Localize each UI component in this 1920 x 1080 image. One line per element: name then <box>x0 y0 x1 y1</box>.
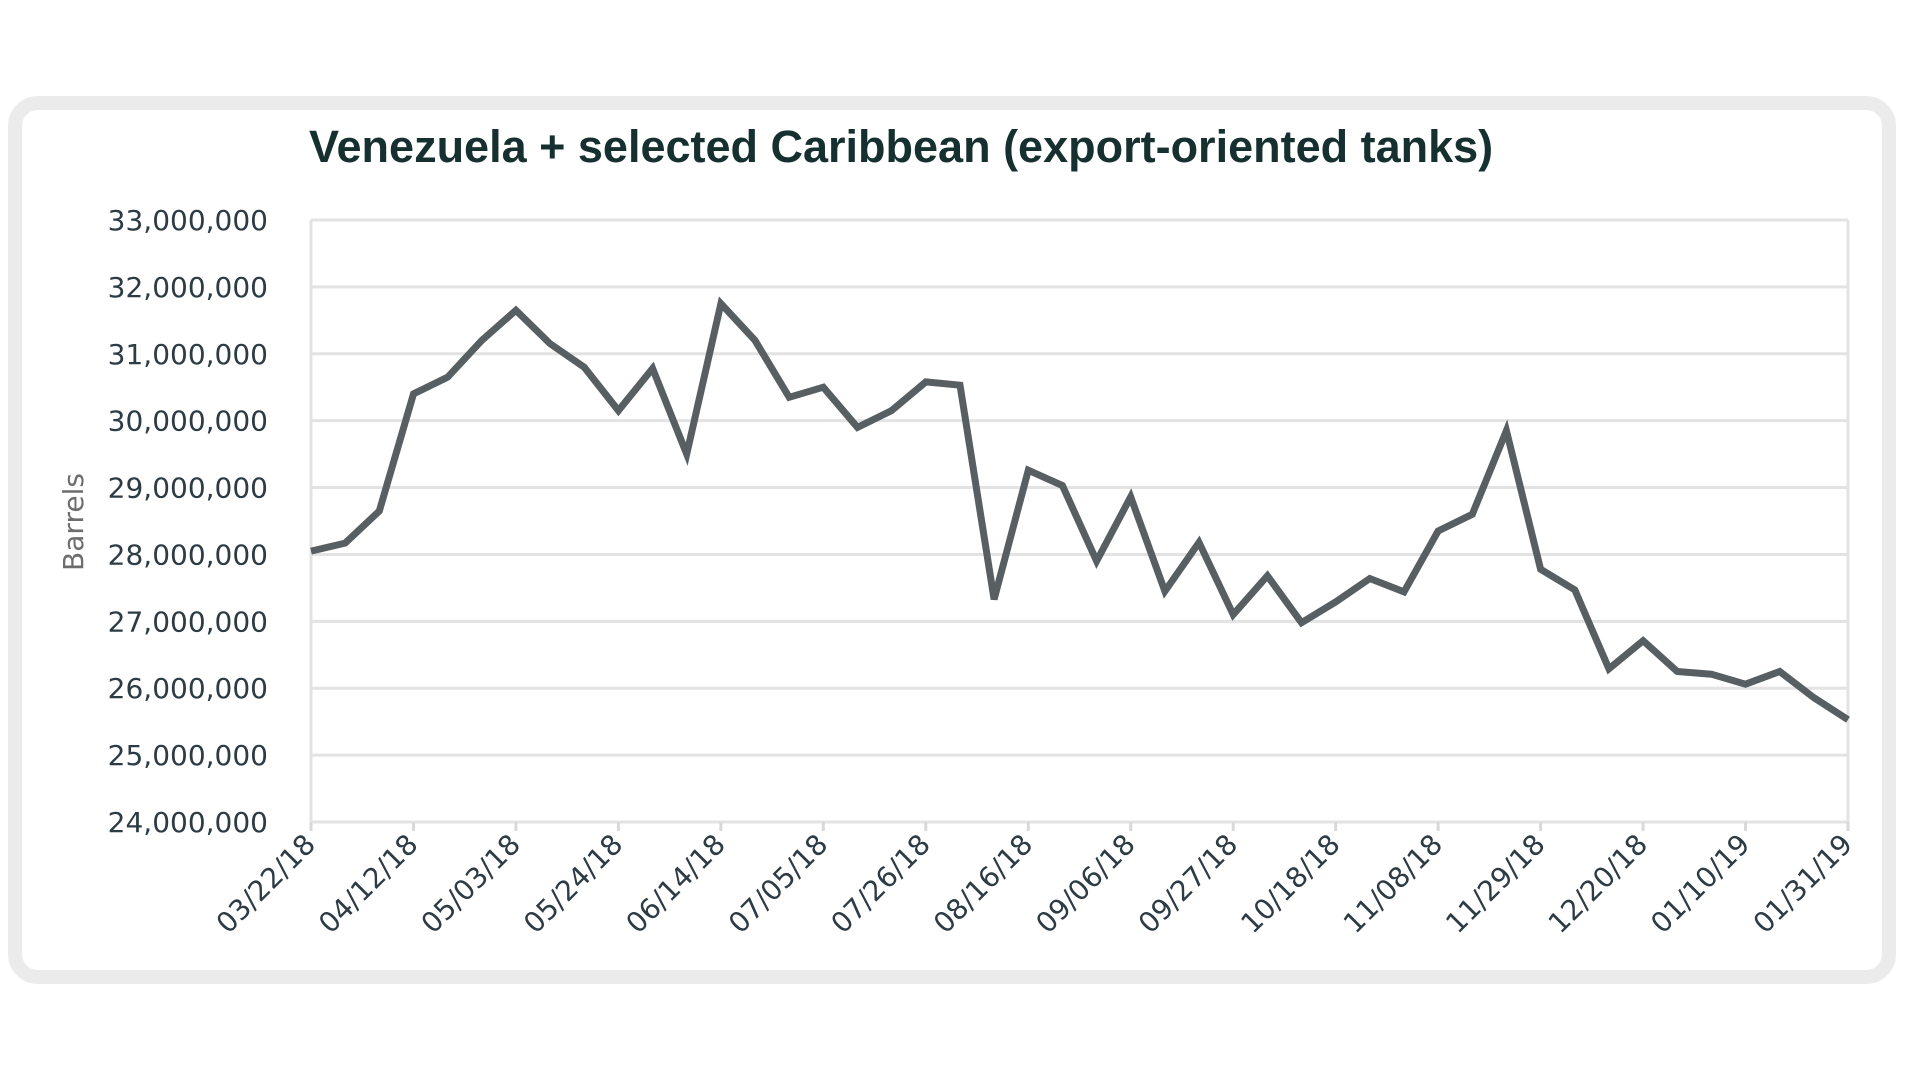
data-point <box>1503 427 1510 434</box>
data-point <box>683 451 690 458</box>
data-point <box>547 340 554 347</box>
data-point <box>649 365 656 372</box>
data-point <box>752 337 759 344</box>
data-point <box>1537 566 1544 573</box>
y-tick-label: 28,000,000 <box>108 538 268 571</box>
data-point <box>1605 665 1612 672</box>
x-tick-label: 12/20/18 <box>1542 828 1654 940</box>
x-tick-label: 01/10/19 <box>1644 828 1756 940</box>
x-tick-label: 05/24/18 <box>517 828 629 940</box>
data-point <box>342 540 349 547</box>
y-tick-label: 33,000,000 <box>108 204 268 237</box>
x-tick-label: 09/27/18 <box>1132 828 1244 940</box>
data-point <box>1230 611 1237 618</box>
y-tick-label: 24,000,000 <box>108 806 268 839</box>
series-group <box>308 296 1852 723</box>
x-tick-label: 07/05/18 <box>722 828 834 940</box>
y-tick-label: 27,000,000 <box>108 605 268 638</box>
chart-card <box>8 96 1896 984</box>
x-tick-label: 05/03/18 <box>415 828 527 940</box>
data-point <box>1332 598 1339 605</box>
data-point <box>1810 694 1817 701</box>
data-point <box>512 307 519 314</box>
y-axis-ticks: 24,000,000 25,000,000 26,000,000 27,000,000… <box>108 204 268 839</box>
data-point <box>1127 493 1134 500</box>
x-tick-label: 10/18/18 <box>1234 828 1346 940</box>
data-point <box>820 384 827 391</box>
series-line <box>310 296 1850 723</box>
x-tick-label: 11/29/18 <box>1439 828 1551 940</box>
data-point <box>1366 575 1373 582</box>
data-point <box>888 407 895 414</box>
data-point <box>410 390 417 397</box>
data-point <box>786 394 793 401</box>
data-point <box>1742 681 1749 688</box>
data-point <box>1776 668 1783 675</box>
x-tick-label: 04/12/18 <box>312 828 424 940</box>
data-point <box>1469 511 1476 518</box>
data-point <box>1025 467 1032 474</box>
data-point <box>1435 528 1442 535</box>
data-point <box>1674 668 1681 675</box>
data-point <box>1640 637 1647 644</box>
x-tick-label: 01/31/19 <box>1747 828 1859 940</box>
data-point <box>308 548 315 555</box>
x-tick-label: 08/16/18 <box>927 828 1039 940</box>
data-point <box>1264 572 1271 579</box>
y-tick-label: 29,000,000 <box>108 472 268 505</box>
data-point <box>376 507 383 514</box>
data-point <box>1571 586 1578 593</box>
x-axis-ticks: 03/22/1804/12/1805/03/1805/24/1806/14/18… <box>210 822 1859 940</box>
data-point <box>1161 588 1168 595</box>
x-tick-label: 11/08/18 <box>1337 828 1449 940</box>
data-point <box>581 364 588 371</box>
data-point <box>854 424 861 431</box>
data-point <box>1093 558 1100 565</box>
x-tick-label: 03/22/18 <box>210 828 322 940</box>
data-point <box>1708 671 1715 678</box>
data-point <box>1059 482 1066 489</box>
data-point <box>991 596 998 603</box>
y-tick-label: 26,000,000 <box>108 672 268 705</box>
data-point <box>922 378 929 385</box>
y-tick-label: 32,000,000 <box>108 271 268 304</box>
y-axis-label: Barrels <box>57 473 90 571</box>
data-point <box>1298 619 1305 626</box>
data-point <box>1196 539 1203 546</box>
data-point <box>956 382 963 389</box>
data-point <box>615 407 622 414</box>
data-point <box>1845 716 1852 723</box>
x-tick-label: 07/26/18 <box>824 828 936 940</box>
x-tick-label: 06/14/18 <box>620 828 732 940</box>
chart-title: Venezuela + selected Caribbean (export-o… <box>309 121 1493 172</box>
y-tick-label: 30,000,000 <box>108 405 268 438</box>
data-point <box>1400 588 1407 595</box>
y-tick-label: 25,000,000 <box>108 739 268 772</box>
x-tick-label: 09/06/18 <box>1029 828 1141 940</box>
y-tick-label: 31,000,000 <box>108 338 268 371</box>
data-point <box>717 300 724 307</box>
data-point <box>478 337 485 344</box>
data-point <box>444 374 451 381</box>
